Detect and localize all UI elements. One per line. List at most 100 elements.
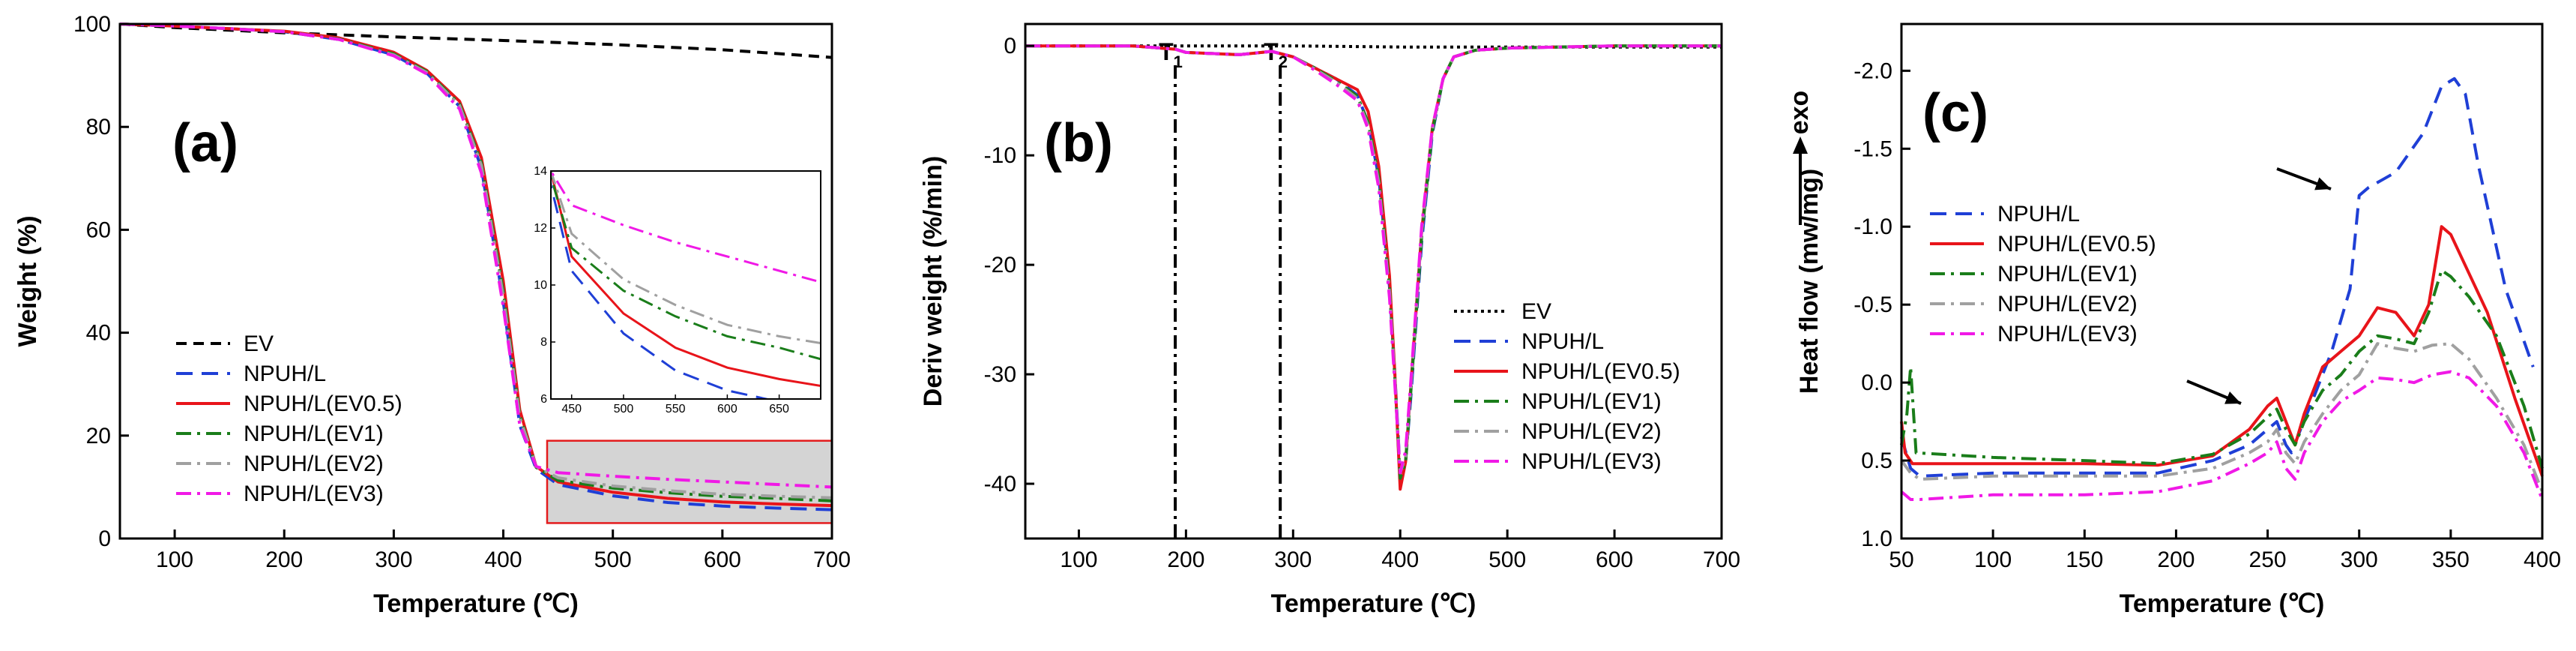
legend-entry-1: NPUH/L: [244, 362, 326, 386]
x-tick-label-5: 600: [704, 548, 741, 572]
y-tick-label-0: 0: [1004, 34, 1016, 58]
inset-y-tick-label-2: 10: [534, 279, 547, 292]
annotation-arrowhead-0: [2224, 392, 2241, 404]
legend-entry-1: NPUH/L(EV0.5): [1997, 232, 2156, 256]
x-axis-label: Temperature (℃): [1271, 590, 1476, 618]
x-tick-label-1: 200: [265, 548, 303, 572]
inset-series-line-4: [551, 171, 821, 345]
x-tick-label-7: 400: [2524, 548, 2561, 572]
x-tick-label-6: 350: [2432, 548, 2470, 572]
y-tick-label-5: 0.5: [1861, 448, 1892, 473]
legend-entry-4: NPUH/L(EV2): [1521, 419, 1662, 444]
y-tick-label-3: 60: [86, 218, 111, 242]
plot-frame: [1900, 22, 2544, 540]
x-tick-label-3: 400: [485, 548, 522, 572]
inset-x-tick-label-2: 550: [666, 403, 686, 416]
y-axis-label: Weight (%): [13, 215, 42, 346]
series-line-0: [119, 22, 833, 59]
annotation-arrowhead-1: [2314, 177, 2331, 190]
inset-x-tick-label-0: 450: [561, 403, 582, 416]
inset-y-tick-label-4: 14: [534, 165, 547, 178]
series-line-1: [1900, 225, 2544, 477]
y-tick-label-2: 40: [86, 321, 111, 346]
series-line-5: [1025, 44, 1722, 475]
x-tick-label-1: 200: [1167, 548, 1204, 572]
x-tick-label-6: 700: [813, 548, 851, 572]
x-tick-label-2: 300: [1274, 548, 1312, 572]
plot-frame: [1024, 22, 1723, 540]
inset-x-tick-label-3: 600: [717, 403, 737, 416]
inset-y-tick-label-1: 8: [540, 336, 547, 349]
series-line-2: [1900, 268, 2544, 470]
legend-entry-0: NPUH/L: [1997, 202, 2080, 226]
legend-entry-3: NPUH/L(EV1): [1521, 389, 1662, 414]
inset-x-tick-label-4: 650: [769, 403, 789, 416]
x-tick-label-5: 300: [2341, 548, 2378, 572]
legend-entry-3: NPUH/L(EV1): [244, 422, 384, 446]
y-tick-label-6: 1.0: [1861, 526, 1892, 551]
series-line-3: [1900, 342, 2544, 493]
y-tick-label-3: -30: [984, 362, 1016, 387]
legend-entry-2: NPUH/L(EV0.5): [244, 392, 402, 416]
legend-entry-4: NPUH/L(EV3): [1997, 322, 2138, 346]
y-tick-label-1: -10: [984, 143, 1016, 168]
panel-label: (c): [1922, 83, 1988, 143]
legend-entry-4: NPUH/L(EV2): [244, 452, 384, 476]
x-tick-label-3: 200: [2157, 548, 2195, 572]
inset-y-tick-label-0: 6: [540, 393, 547, 406]
x-tick-label-3: 400: [1381, 548, 1419, 572]
y-tick-label-4: 0.0: [1861, 370, 1892, 395]
series-line-0: [1900, 76, 2535, 478]
x-tick-label-4: 500: [1488, 548, 1526, 572]
panel-0: 100 200 300 400 500 600 700 0 20 40 60 80 100 Tempera…: [13, 12, 851, 618]
legend-entry-2: NPUH/L(EV1): [1997, 262, 2138, 286]
x-tick-label-1: 100: [1974, 548, 2012, 572]
y-tick-label-3: -0.5: [1853, 292, 1892, 317]
inset-series-line-5: [551, 171, 821, 284]
x-tick-label-0: 100: [1060, 548, 1097, 572]
panel-label: (b): [1044, 113, 1113, 173]
inset-chart: 450 500 550 600 650 6 8 10 12 14: [534, 165, 821, 416]
inset-series-line-3: [551, 171, 821, 361]
legend-entry-0: EV: [1521, 299, 1551, 324]
y-tick-label-4: -40: [984, 472, 1016, 496]
y-tick-label-0: -2.0: [1853, 58, 1892, 83]
y-tick-label-2: -20: [984, 253, 1016, 278]
x-tick-label-5: 600: [1596, 548, 1633, 572]
x-tick-label-0: 100: [156, 548, 193, 572]
x-tick-label-2: 150: [2066, 548, 2103, 572]
legend-entry-5: NPUH/L(EV3): [1521, 449, 1662, 474]
x-axis-label: Temperature (℃): [373, 590, 579, 618]
x-tick-label-2: 300: [375, 548, 412, 572]
x-tick-label-6: 700: [1703, 548, 1740, 572]
y-tick-label-1: -1.5: [1853, 136, 1892, 161]
x-axis-label: Temperature (℃): [2120, 590, 2325, 618]
panel-2: 50 100 150 200 250 300 350 400 -2.0 -1.5 -1.0 -0.5 0…: [1785, 22, 2561, 618]
plot-frame: [118, 22, 833, 540]
exo-label: exo: [1785, 91, 1814, 135]
inset-series-line-1: [551, 171, 772, 399]
inset-frame-bg: [550, 170, 821, 400]
series-line-4: [1900, 370, 2544, 501]
x-tick-label-4: 250: [2249, 548, 2287, 572]
legend-entry-1: NPUH/L: [1521, 329, 1604, 354]
panel-label: (a): [172, 113, 238, 173]
inset-y-tick-label-3: 12: [534, 222, 547, 235]
legend-entry-2: NPUH/L(EV0.5): [1521, 359, 1680, 384]
legend-entry-0: EV: [244, 332, 274, 356]
series-line-5: [119, 22, 833, 489]
legend-entry-3: NPUH/L(EV2): [1997, 292, 2138, 316]
y-axis-label: Deriv weight (%/min): [919, 156, 947, 406]
y-tick-label-1: 20: [86, 424, 111, 448]
vline-label-t1: T1: [1159, 38, 1183, 71]
exo-arrow-head: [1793, 136, 1808, 154]
y-tick-label-0: 0: [98, 526, 111, 551]
y-tick-label-5: 100: [73, 12, 111, 37]
y-tick-label-2: -1.0: [1853, 214, 1892, 239]
x-tick-label-0: 50: [1889, 548, 1913, 572]
y-tick-label-4: 80: [86, 115, 111, 140]
inset-x-tick-label-1: 500: [614, 403, 634, 416]
legend-entry-5: NPUH/L(EV3): [244, 482, 384, 506]
